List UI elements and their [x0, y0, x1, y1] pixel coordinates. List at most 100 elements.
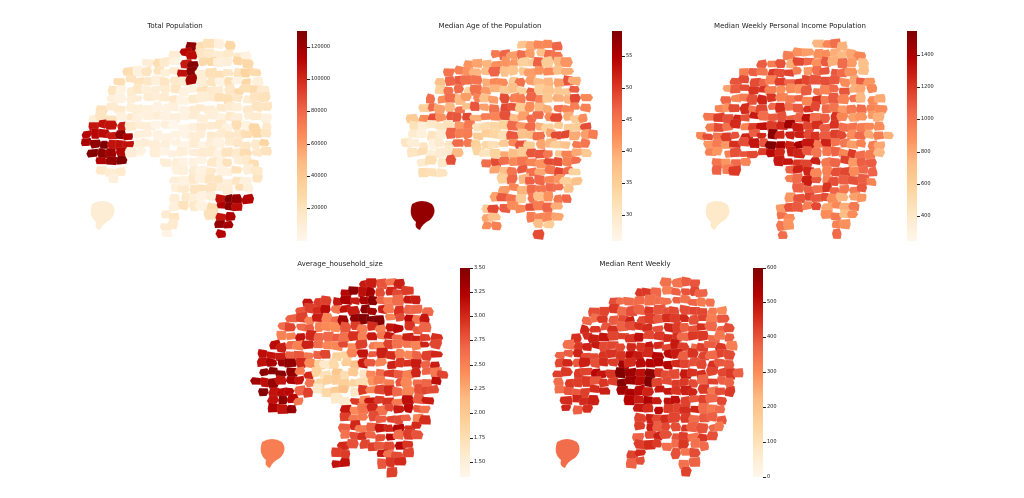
region-polygon	[486, 204, 500, 214]
region-polygon	[264, 357, 278, 368]
region-polygon	[679, 359, 691, 369]
region-polygon	[497, 139, 509, 148]
region-polygon	[391, 294, 405, 306]
region-polygon	[104, 120, 118, 130]
region-polygon	[215, 228, 227, 239]
region-polygon	[872, 111, 885, 122]
region-polygon	[659, 297, 673, 306]
colorbar-tick-label: 1000	[917, 116, 934, 123]
colorbar-tick-label: 1200	[917, 84, 934, 91]
region-polygon	[802, 200, 814, 211]
region-polygon	[250, 165, 263, 176]
region-polygon	[350, 297, 361, 306]
region-polygon	[689, 279, 701, 288]
region-polygon	[230, 202, 243, 212]
region-polygon	[420, 396, 435, 405]
region-polygon	[258, 367, 271, 377]
region-polygon	[633, 304, 646, 316]
region-polygon	[642, 330, 655, 340]
region-polygon	[418, 321, 432, 333]
region-polygon	[569, 102, 581, 111]
region-polygon	[429, 350, 444, 358]
region-polygon	[661, 442, 673, 452]
region-polygon	[551, 41, 563, 51]
colorbar-tick-label: 2.00	[469, 410, 486, 417]
region-polygon	[113, 93, 127, 104]
region-polygon	[158, 91, 170, 102]
region-polygon	[293, 397, 304, 406]
region-polygon	[205, 167, 217, 176]
map-title: Average_household_size	[297, 260, 383, 268]
region-polygon	[241, 58, 254, 70]
region-polygon	[321, 322, 333, 332]
region-polygon	[652, 438, 663, 448]
region-polygon	[855, 92, 866, 104]
region-polygon	[560, 67, 575, 76]
region-polygon	[261, 101, 273, 112]
region-polygon	[704, 321, 718, 332]
region-polygon	[205, 191, 217, 202]
region-polygon	[365, 422, 378, 433]
region-polygon	[793, 131, 807, 139]
region-polygon	[213, 38, 225, 50]
region-polygon	[846, 209, 859, 219]
region-polygon	[205, 182, 218, 193]
region-polygon	[444, 76, 456, 87]
region-polygon	[158, 147, 171, 156]
region-polygon	[821, 146, 832, 157]
region-polygon	[810, 201, 822, 211]
region-polygon	[555, 438, 580, 469]
colorbar-tick-label: 45	[621, 116, 633, 123]
region-polygon	[86, 148, 99, 158]
region-polygon	[424, 167, 438, 178]
region-polygon	[444, 102, 456, 113]
region-polygon	[356, 412, 369, 421]
region-polygon	[714, 387, 726, 396]
region-polygon	[161, 230, 173, 238]
region-polygon	[366, 307, 378, 316]
region-polygon	[711, 139, 724, 150]
colorbar-tick-label: 20000	[307, 205, 327, 212]
choropleth-map	[695, 38, 895, 240]
region-polygon	[563, 123, 575, 133]
region-polygon	[294, 332, 306, 342]
region-polygon	[549, 112, 563, 123]
region-polygon	[820, 209, 833, 220]
region-polygon	[202, 38, 216, 49]
region-polygon	[854, 112, 868, 121]
region-polygon	[791, 182, 805, 193]
region-polygon	[340, 429, 352, 440]
region-polygon	[540, 55, 555, 68]
region-polygon	[500, 56, 511, 68]
region-polygon	[364, 431, 377, 439]
region-polygon	[410, 295, 421, 305]
region-polygon	[534, 174, 546, 186]
region-polygon	[365, 278, 378, 289]
region-polygon	[410, 367, 422, 378]
region-polygon	[607, 331, 621, 341]
region-polygon	[553, 194, 564, 204]
region-polygon	[386, 360, 398, 370]
region-polygon	[478, 93, 491, 103]
region-polygon	[278, 394, 289, 405]
region-polygon	[107, 173, 119, 184]
region-polygon	[195, 122, 209, 132]
region-polygon	[424, 155, 438, 165]
region-polygon	[569, 93, 582, 104]
region-polygon	[755, 121, 770, 131]
region-polygon	[319, 304, 331, 315]
region-polygon	[442, 68, 455, 77]
region-polygon	[531, 110, 545, 120]
region-polygon	[846, 57, 858, 68]
region-polygon	[532, 218, 544, 229]
region-polygon	[836, 112, 849, 122]
region-polygon	[177, 200, 189, 211]
region-polygon	[373, 384, 386, 395]
region-polygon	[819, 113, 831, 125]
region-polygon	[185, 74, 198, 86]
region-polygon	[167, 119, 180, 130]
region-polygon	[542, 92, 554, 104]
region-polygon	[338, 457, 351, 468]
region-polygon	[416, 146, 428, 156]
region-polygon	[732, 367, 744, 378]
